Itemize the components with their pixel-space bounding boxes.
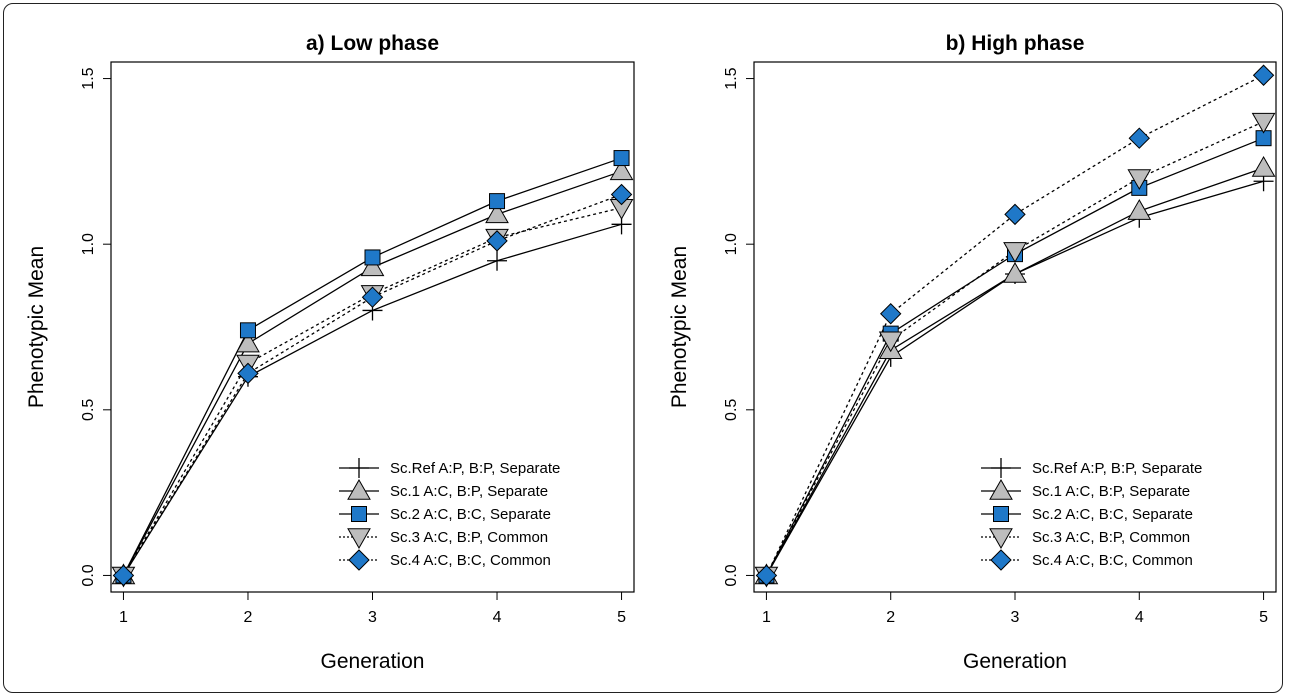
point-triangle-up (1127, 199, 1152, 220)
legend-marker-triangle-down (347, 528, 371, 550)
x-axis-label: Generation (321, 650, 425, 670)
x-tick-label: 2 (886, 609, 895, 626)
legend-marker-plus (349, 458, 369, 478)
point-diamond (1252, 64, 1275, 86)
point-square (613, 150, 630, 167)
x-tick-label: 3 (368, 609, 377, 626)
legend-entry: Sc.1 A:C, B:P, Separate (1032, 483, 1190, 500)
point-triangle-down (1003, 242, 1027, 263)
point-diamond (880, 303, 902, 325)
point-plus (487, 250, 508, 271)
legend-marker-triangle-up (989, 478, 1013, 500)
chart-title: a) Low phase (306, 32, 439, 55)
legend-marker-diamond (348, 549, 370, 571)
legend-entry: Sc.4 A:C, B:C, Common (1032, 552, 1193, 569)
x-tick-label: 1 (762, 609, 771, 626)
legend-entry: Sc.Ref A:P, B:P, Separate (1032, 460, 1202, 477)
point-diamond (486, 230, 508, 252)
point-triangle-up (236, 331, 260, 353)
point-diamond (361, 286, 384, 308)
point-triangle-down (878, 331, 903, 353)
point-triangle-up (609, 159, 634, 181)
legend-marker-plus (991, 458, 1011, 478)
point-triangle-down (1251, 112, 1276, 134)
x-tick-label: 4 (493, 609, 502, 626)
panel-low-phase: a) Low phase 1 2 3 4 5 0.0 0.5 1.0 1.5 Generation P… (25, 32, 635, 670)
y-tick-label: 0.5 (723, 399, 740, 421)
plot-area (753, 61, 1277, 593)
y-tick-label: 1.5 (723, 67, 740, 89)
y-tick-label: 0.0 (723, 564, 740, 586)
y-axis-label: Phenotypic Mean (668, 246, 691, 408)
point-diamond (1004, 203, 1026, 226)
legend-entry: Sc.3 A:C, B:P, Common (390, 529, 548, 546)
point-diamond (1128, 127, 1150, 149)
series-line-3 (765, 121, 1264, 576)
figure: a) Low phase 1 2 3 4 5 0.0 0.5 1.0 1.5 Generation P… (25, 32, 1277, 670)
chart-title: b) High phase (946, 32, 1085, 55)
x-tick-label: 1 (119, 609, 128, 626)
panel-high-phase: b) High phase 1 2 3 4 5 0.0 0.5 1.0 1.5 Generation… (668, 32, 1277, 670)
y-tick-label: 0.0 (80, 564, 97, 586)
plot-area (110, 61, 635, 593)
point-triangle-up (1251, 155, 1276, 177)
x-tick-label: 5 (617, 609, 626, 626)
legend-marker-square (351, 506, 367, 522)
y-tick-label: 1.0 (723, 233, 740, 255)
point-triangle-up (1003, 261, 1027, 283)
x-axis-label: Generation (963, 650, 1067, 670)
x-tick-label: 5 (1259, 609, 1268, 626)
point-diamond (112, 564, 135, 587)
legend-marker-triangle-down (989, 528, 1013, 550)
point-diamond (610, 183, 633, 206)
x-tick-label: 2 (244, 609, 253, 626)
point-diamond (237, 362, 259, 385)
legend-marker-square (993, 506, 1009, 522)
series-line-4 (765, 74, 1264, 576)
legend-entry: Sc.2 A:C, B:C, Separate (390, 506, 551, 523)
y-tick-label: 0.5 (80, 399, 97, 421)
point-square (364, 249, 381, 266)
legend-entry: Sc.1 A:C, B:P, Separate (390, 483, 548, 500)
point-diamond (755, 564, 778, 587)
series-line-4 (122, 193, 622, 576)
legend-entry: Sc.3 A:C, B:P, Common (1032, 529, 1190, 546)
series-line-3 (122, 207, 622, 576)
y-axis-label: Phenotypic Mean (25, 246, 48, 408)
legend-entry: Sc.2 A:C, B:C, Separate (1032, 506, 1193, 523)
point-triangle-up (360, 255, 385, 277)
legend-marker-triangle-up (347, 478, 371, 500)
legend-marker-diamond (990, 549, 1012, 571)
legend-entry: Sc.Ref A:P, B:P, Separate (390, 460, 560, 477)
point-triangle-down (1127, 169, 1152, 190)
point-square (239, 322, 256, 339)
point-triangle-up (485, 202, 509, 224)
y-tick-label: 1.5 (80, 67, 97, 89)
legend-entry: Sc.4 A:C, B:C, Common (390, 552, 551, 569)
y-tick-label: 1.0 (80, 233, 97, 255)
x-tick-label: 3 (1011, 609, 1020, 626)
point-square (489, 193, 506, 210)
x-tick-label: 4 (1135, 609, 1144, 626)
